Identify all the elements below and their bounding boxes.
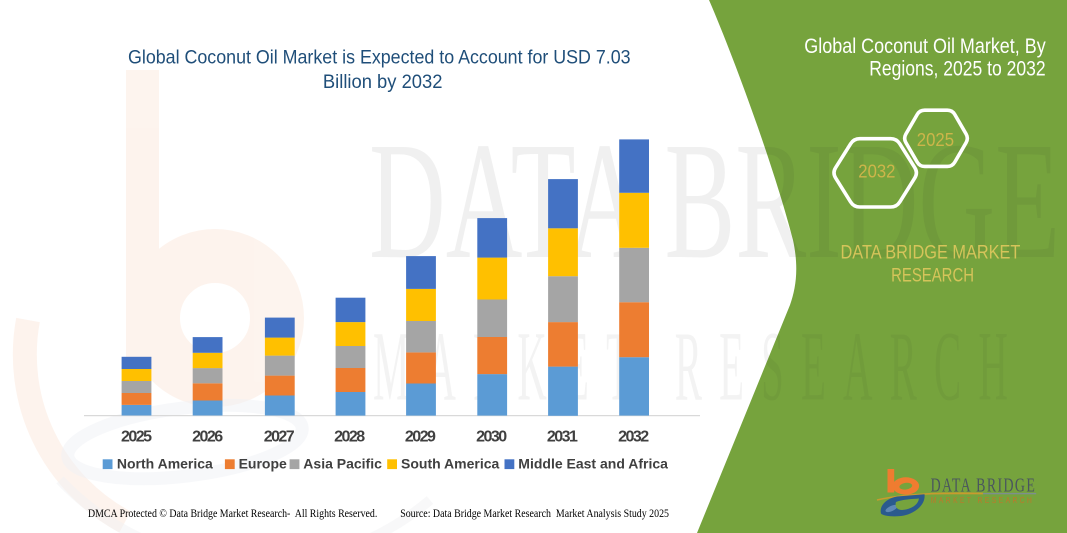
svg-text:2025: 2025: [917, 130, 954, 150]
svg-text:MARKET RESEARCH: MARKET RESEARCH: [931, 496, 1034, 505]
svg-text:Asia Pacific: Asia Pacific: [303, 455, 382, 471]
svg-text:Europe: Europe: [239, 455, 287, 471]
svg-text:2030: 2030: [476, 429, 507, 446]
svg-text:RESEARCH: RESEARCH: [891, 265, 974, 286]
svg-text:2032: 2032: [858, 162, 895, 182]
svg-text:DATA BRIDGE: DATA BRIDGE: [931, 475, 1037, 497]
svg-text:2025: 2025: [121, 429, 152, 446]
svg-text:2026: 2026: [192, 429, 223, 446]
svg-text:Source: Data Bridge Market Res: Source: Data Bridge Market Research Mark…: [400, 508, 669, 520]
svg-text:DATA BRIDGE MARKET: DATA BRIDGE MARKET: [841, 242, 1021, 263]
svg-text:2028: 2028: [334, 429, 365, 446]
svg-text:North America: North America: [117, 455, 213, 471]
svg-text:2029: 2029: [405, 429, 436, 446]
svg-text:Global Coconut Oil Market, By: Global Coconut Oil Market, By: [804, 35, 1046, 58]
svg-text:Billion by 2032: Billion by 2032: [323, 71, 443, 93]
svg-text:South America: South America: [401, 455, 499, 471]
svg-text:2032: 2032: [618, 429, 649, 446]
svg-text:Middle East and Africa: Middle East and Africa: [518, 455, 668, 471]
svg-text:DMCA Protected © Data Bridge M: DMCA Protected © Data Bridge Market Rese…: [88, 508, 377, 520]
svg-text:Global Coconut Oil Market is E: Global Coconut Oil Market is Expected to…: [128, 46, 631, 68]
svg-text:Regions, 2025 to 2032: Regions, 2025 to 2032: [869, 58, 1045, 81]
svg-text:2031: 2031: [547, 429, 578, 446]
svg-text:MARKET RESEARCH: MARKET RESEARCH: [373, 311, 1025, 422]
svg-text:2027: 2027: [264, 429, 295, 446]
